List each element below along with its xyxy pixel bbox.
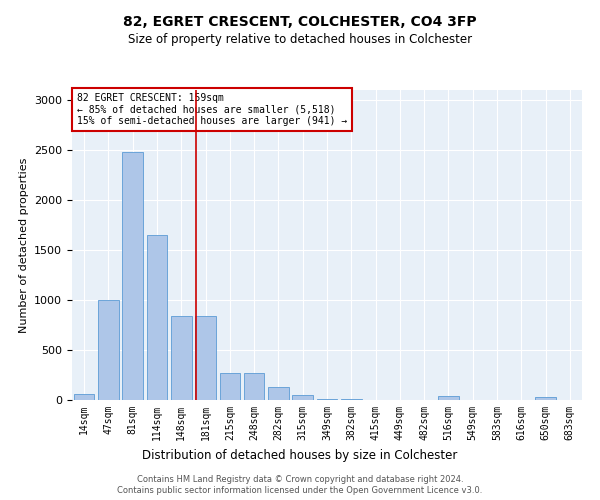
Bar [317, 399, 337, 400]
Bar [171, 316, 191, 400]
Bar [244, 373, 265, 400]
Bar [74, 394, 94, 400]
Text: 82, EGRET CRESCENT, COLCHESTER, CO4 3FP: 82, EGRET CRESCENT, COLCHESTER, CO4 3FP [123, 15, 477, 29]
Y-axis label: Number of detached properties: Number of detached properties [19, 158, 29, 332]
Bar [341, 399, 362, 400]
Bar [98, 300, 119, 400]
Text: Contains HM Land Registry data © Crown copyright and database right 2024.: Contains HM Land Registry data © Crown c… [137, 475, 463, 484]
Bar [220, 373, 240, 400]
Bar [535, 397, 556, 400]
Bar [195, 316, 216, 400]
Bar [438, 396, 459, 400]
Text: 82 EGRET CRESCENT: 159sqm
← 85% of detached houses are smaller (5,518)
15% of se: 82 EGRET CRESCENT: 159sqm ← 85% of detac… [77, 93, 347, 126]
Bar [268, 387, 289, 400]
Text: Size of property relative to detached houses in Colchester: Size of property relative to detached ho… [128, 32, 472, 46]
Bar [146, 235, 167, 400]
Bar [122, 152, 143, 400]
Bar [292, 395, 313, 400]
Text: Contains public sector information licensed under the Open Government Licence v3: Contains public sector information licen… [118, 486, 482, 495]
Text: Distribution of detached houses by size in Colchester: Distribution of detached houses by size … [142, 448, 458, 462]
